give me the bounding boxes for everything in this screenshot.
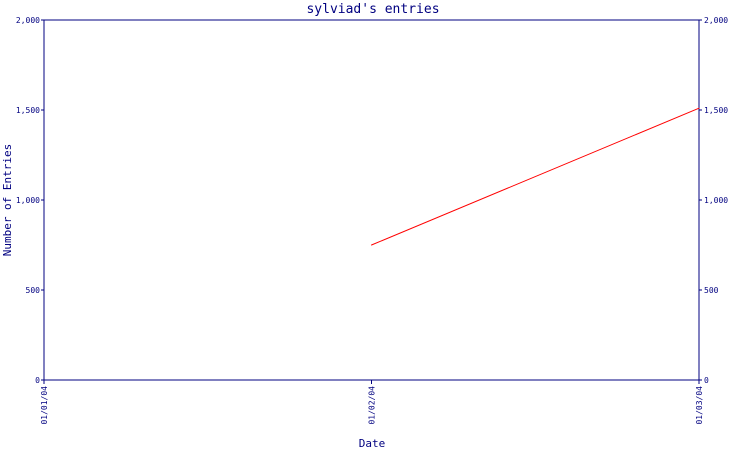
right-y-axis: 0 500 1,000 1,500 2,000 [699, 16, 728, 385]
x-axis: 01/01/04 01/02/04 01/03/04 [40, 380, 704, 425]
plot-frame [43, 19, 700, 381]
y-tick-label-right: 1,000 [704, 196, 728, 205]
y-tick-label-left: 2,000 [16, 16, 40, 25]
y-tick-label-right: 500 [704, 286, 719, 295]
x-tick-label: 01/01/04 [40, 386, 49, 425]
series-layer [371, 107, 700, 246]
x-tick-label: 01/02/04 [368, 386, 377, 425]
y-tick-label-left: 1,500 [16, 106, 40, 115]
y-tick-label-left: 500 [26, 286, 41, 295]
y-tick-label-right: 1,500 [704, 106, 728, 115]
series-0-point-01-02-04 [371, 244, 372, 246]
y-tick-label-left: 0 [35, 376, 40, 385]
left-y-axis: 0 500 1,000 1,500 2,000 [16, 16, 44, 385]
x-tick-label: 01/03/04 [695, 386, 704, 425]
y-axis-label: Number of Entries [1, 144, 14, 257]
series-0-segment-0 [371, 107, 700, 246]
y-tick-label-left: 1,000 [16, 196, 40, 205]
y-tick-label-right: 0 [704, 376, 709, 385]
series-0-point-01-03-04 [698, 107, 700, 109]
chart-title: sylviad's entries [306, 2, 439, 17]
y-tick-label-right: 2,000 [704, 16, 728, 25]
x-axis-label: Date [359, 437, 386, 450]
